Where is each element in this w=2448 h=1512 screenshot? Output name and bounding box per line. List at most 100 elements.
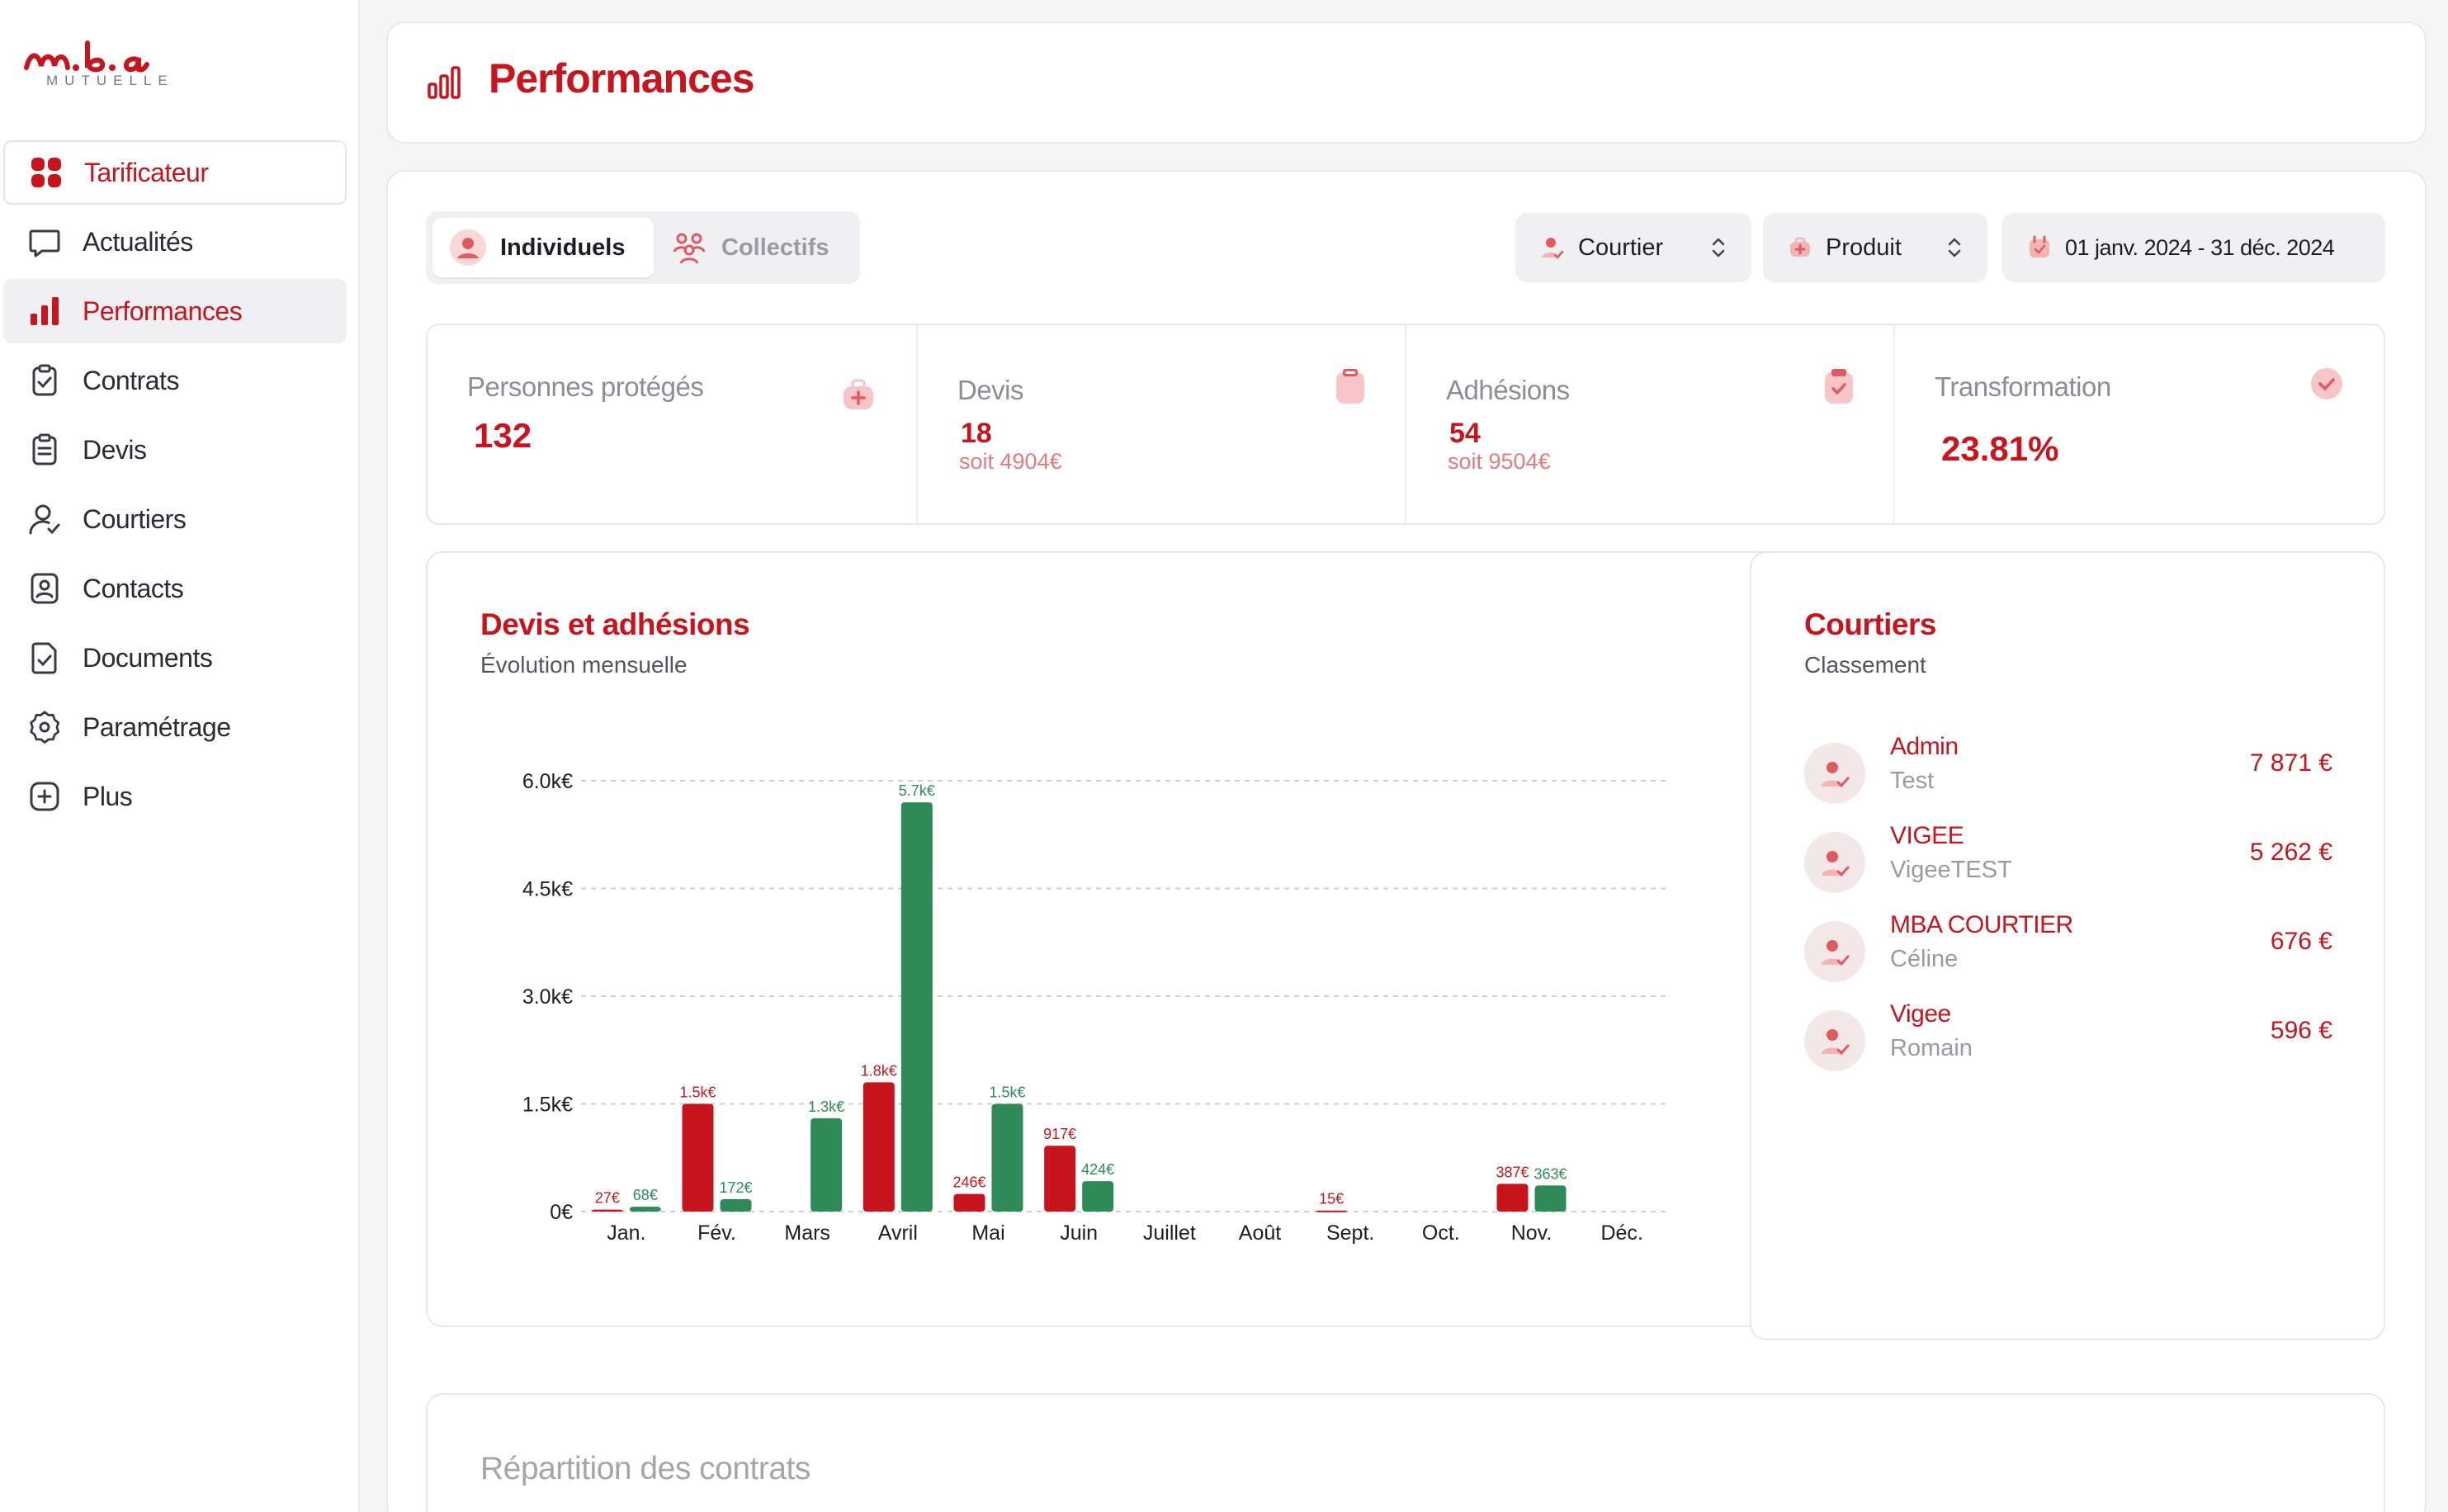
kpi-value: 132 bbox=[474, 416, 532, 455]
contact-card-icon bbox=[25, 569, 64, 608]
tab-individuels[interactable]: Individuels bbox=[432, 218, 654, 277]
user-check-icon bbox=[1804, 743, 1865, 804]
x-tick-label: Sept. bbox=[1326, 1221, 1374, 1245]
bar bbox=[1082, 1181, 1114, 1212]
medical-bag-icon bbox=[840, 376, 877, 417]
data-label: 1.8k€ bbox=[861, 1062, 897, 1079]
sidebar-item-plus[interactable]: Plus bbox=[3, 764, 347, 829]
sidebar-item-tarificateur[interactable]: Tarificateur bbox=[3, 140, 347, 205]
grid-icon bbox=[26, 153, 66, 192]
x-tick-label: Mars bbox=[784, 1221, 830, 1245]
clipboard-icon bbox=[1334, 366, 1367, 410]
sidebar-item-devis[interactable]: Devis bbox=[3, 418, 347, 482]
sidebar-item-contacts[interactable]: Contacts bbox=[3, 556, 347, 621]
data-label: 424€ bbox=[1081, 1161, 1114, 1178]
courtier-row[interactable]: MBA COURTIER Céline 676 € bbox=[1804, 911, 2332, 985]
x-tick-label: Avril bbox=[878, 1221, 918, 1245]
chevron-updown-icon bbox=[1946, 235, 1963, 260]
kpi-label: Transformation bbox=[1935, 371, 2111, 402]
data-label: 172€ bbox=[719, 1179, 752, 1196]
page-title: Performances bbox=[489, 55, 754, 102]
kpi-label: Adhésions bbox=[1446, 375, 1570, 405]
sidebar-item-label: Courtiers bbox=[83, 503, 187, 534]
bar bbox=[953, 1193, 985, 1212]
courtier-row[interactable]: VIGEE VigeeTEST 5 262 € bbox=[1804, 822, 2332, 896]
sidebar-item-documents[interactable]: Documents bbox=[3, 626, 347, 690]
bar bbox=[682, 1103, 714, 1212]
settings-icon bbox=[25, 707, 64, 747]
sidebar-item-performances[interactable]: Performances bbox=[3, 279, 347, 343]
data-label: 5.7k€ bbox=[899, 782, 935, 799]
tab-label: Collectifs bbox=[721, 234, 829, 261]
data-label: 917€ bbox=[1043, 1126, 1076, 1142]
courtier-amount: 596 € bbox=[2270, 1017, 2332, 1044]
sidebar-item-label: Contacts bbox=[83, 573, 184, 603]
tab-collectifs[interactable]: Collectifs bbox=[665, 218, 853, 277]
bar-chart: 0€ 1.5k€ 3.0k€ 4.5k€ 6.0k€ Jan. 27€ 68€ Fév. 1.5k… bbox=[522, 770, 1667, 1245]
sidebar: MUTUELLE Tarificateur Actualités Perform… bbox=[0, 0, 360, 1512]
kpi-value: 18 bbox=[961, 418, 992, 449]
x-tick-label: Nov. bbox=[1511, 1221, 1552, 1245]
data-label: 246€ bbox=[952, 1174, 985, 1191]
produit-filter-select[interactable]: Produit bbox=[1763, 213, 1987, 282]
bar-chart-icon bbox=[426, 64, 462, 105]
sidebar-item-label: Contrats bbox=[83, 365, 179, 395]
sidebar-item-contrats[interactable]: Contrats bbox=[3, 348, 347, 413]
chat-icon bbox=[25, 222, 64, 262]
y-tick-label: 3.0k€ bbox=[522, 985, 573, 1009]
y-tick-label: 1.5k€ bbox=[522, 1094, 573, 1117]
kpi-transformation: Transformation 23.81% bbox=[1893, 325, 2382, 523]
check-circle-icon bbox=[2309, 366, 2344, 405]
kpi-value: 54 bbox=[1449, 418, 1481, 449]
date-range-picker[interactable]: 01 janv. 2024 - 31 déc. 2024 bbox=[2002, 213, 2385, 282]
kpi-row: Personnes protégés 132 Devis 18 soit 490… bbox=[426, 324, 2385, 525]
logo-subtitle: MUTUELLE bbox=[46, 73, 174, 88]
sidebar-item-label: Plus bbox=[83, 781, 133, 811]
page-header: Performances bbox=[386, 21, 2427, 144]
bar bbox=[1044, 1146, 1076, 1212]
x-tick-label: Fév. bbox=[697, 1221, 736, 1245]
chart-subtitle: Évolution mensuelle bbox=[480, 652, 688, 678]
sidebar-item-label: Devis bbox=[83, 434, 147, 465]
repartition-title: Répartition des contrats bbox=[480, 1451, 810, 1486]
courtier-name: MBA COURTIER bbox=[1890, 911, 2073, 938]
kpi-adhesions: Adhésions 54 soit 9504€ bbox=[1405, 325, 1893, 523]
kpi-subvalue: soit 4904€ bbox=[959, 449, 1062, 474]
x-tick-label: Juin bbox=[1060, 1221, 1098, 1245]
sidebar-item-actualites[interactable]: Actualités bbox=[3, 210, 347, 274]
sidebar-item-label: Performances bbox=[83, 295, 243, 326]
sidebar-item-label: Paramétrage bbox=[83, 711, 231, 742]
courtier-row[interactable]: Admin Test 7 871 € bbox=[1804, 733, 2332, 807]
bar bbox=[862, 1082, 895, 1212]
courtier-amount: 5 262 € bbox=[2249, 839, 2332, 866]
kpi-subvalue: soit 9504€ bbox=[1448, 449, 1551, 474]
courtier-subname: Romain bbox=[1890, 1035, 1973, 1061]
courtier-name: Admin bbox=[1890, 733, 1959, 760]
chevron-updown-icon bbox=[1710, 235, 1727, 260]
user-check-icon bbox=[1804, 1010, 1865, 1071]
y-tick-label: 0€ bbox=[550, 1201, 573, 1224]
courtier-row[interactable]: Vigee Romain 596 € bbox=[1804, 1000, 2332, 1075]
courtier-filter-select[interactable]: Courtier bbox=[1515, 213, 1751, 282]
kpi-label: Devis bbox=[957, 375, 1024, 405]
sidebar-item-courtiers[interactable]: Courtiers bbox=[3, 487, 347, 551]
users-group-icon bbox=[670, 229, 708, 267]
courtier-subname: VigeeTEST bbox=[1890, 857, 2012, 883]
logo-mark bbox=[24, 40, 149, 73]
mba-logo[interactable]: MUTUELLE bbox=[21, 33, 178, 91]
x-tick-label: Jan. bbox=[607, 1221, 645, 1245]
x-tick-label: Déc. bbox=[1600, 1221, 1642, 1245]
bar bbox=[629, 1207, 661, 1212]
medical-bag-icon bbox=[1788, 235, 1812, 260]
courtiers-ranking-card: Courtiers Classement Admin Test 7 871 € … bbox=[1750, 551, 2385, 1340]
courtiers-subtitle: Classement bbox=[1804, 652, 1926, 678]
courtier-amount: 7 871 € bbox=[2249, 749, 2332, 777]
bar-chart-icon bbox=[25, 291, 64, 331]
main-nav: Tarificateur Actualités Performances Con… bbox=[3, 140, 347, 834]
sidebar-item-parametrage[interactable]: Paramétrage bbox=[3, 695, 347, 759]
user-circle-icon bbox=[449, 229, 487, 267]
kpi-personnes-protegees: Personnes protégés 132 bbox=[428, 325, 916, 523]
bar bbox=[900, 802, 933, 1212]
chart-title: Devis et adhésions bbox=[480, 607, 750, 641]
courtier-subname: Test bbox=[1890, 768, 1935, 794]
